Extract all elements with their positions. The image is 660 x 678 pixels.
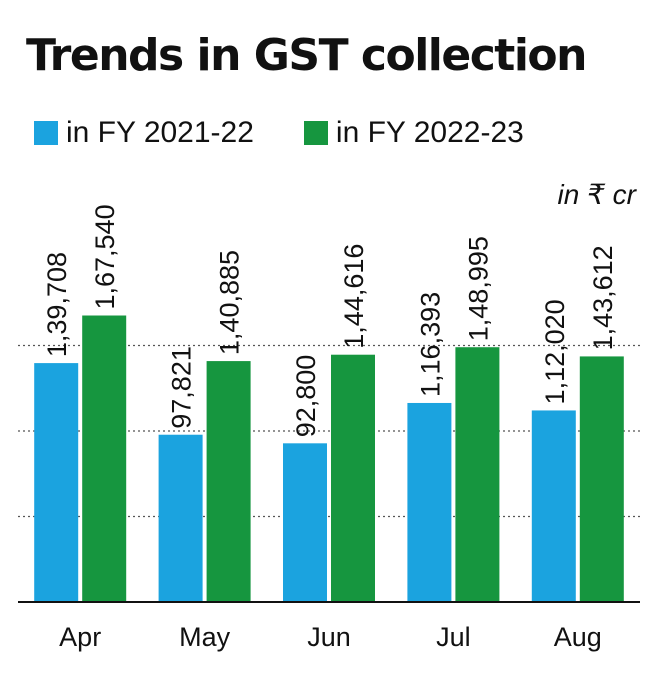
value-label: 1,40,885 [215,250,245,355]
value-label: 92,800 [291,355,321,438]
legend-swatch-fy2022-23 [303,121,328,145]
value-label: 1,12,020 [540,299,570,404]
value-label: 1,44,616 [339,244,369,349]
bar [283,443,327,602]
chart-title: Trends in GST collection [26,30,587,81]
value-label: 1,39,708 [42,252,72,357]
bar [82,315,127,602]
value-label: 1,48,995 [463,236,493,341]
legend-label-fy2022-23: in FY 2022-23 [335,116,524,149]
legend-item-fy2021-22: in FY 2021-22 [34,116,254,150]
value-label: 1,16,393 [415,292,445,397]
x-tick-label: Jun [307,622,351,652]
x-tick-label: May [179,622,231,652]
bar [531,410,576,602]
bar [34,363,79,602]
value-label: 1,67,540 [90,204,120,309]
legend: in FY 2021-22 in FY 2022-23 [34,116,574,150]
bar [331,354,375,602]
bar [158,434,203,602]
bar [407,402,452,602]
value-label: 1,43,612 [588,245,618,350]
value-label: 97,821 [167,346,197,429]
x-tick-label: Jul [436,622,471,652]
legend-item-fy2022-23: in FY 2022-23 [303,116,524,150]
bar [206,361,251,602]
x-tick-label: Apr [59,622,101,652]
legend-label-fy2021-22: in FY 2021-22 [66,116,254,149]
unit-label: in ₹ cr [557,179,637,210]
bar [455,347,500,602]
legend-swatch-fy2021-22 [34,121,58,145]
bar [579,356,624,602]
x-tick-label: Aug [554,622,602,652]
